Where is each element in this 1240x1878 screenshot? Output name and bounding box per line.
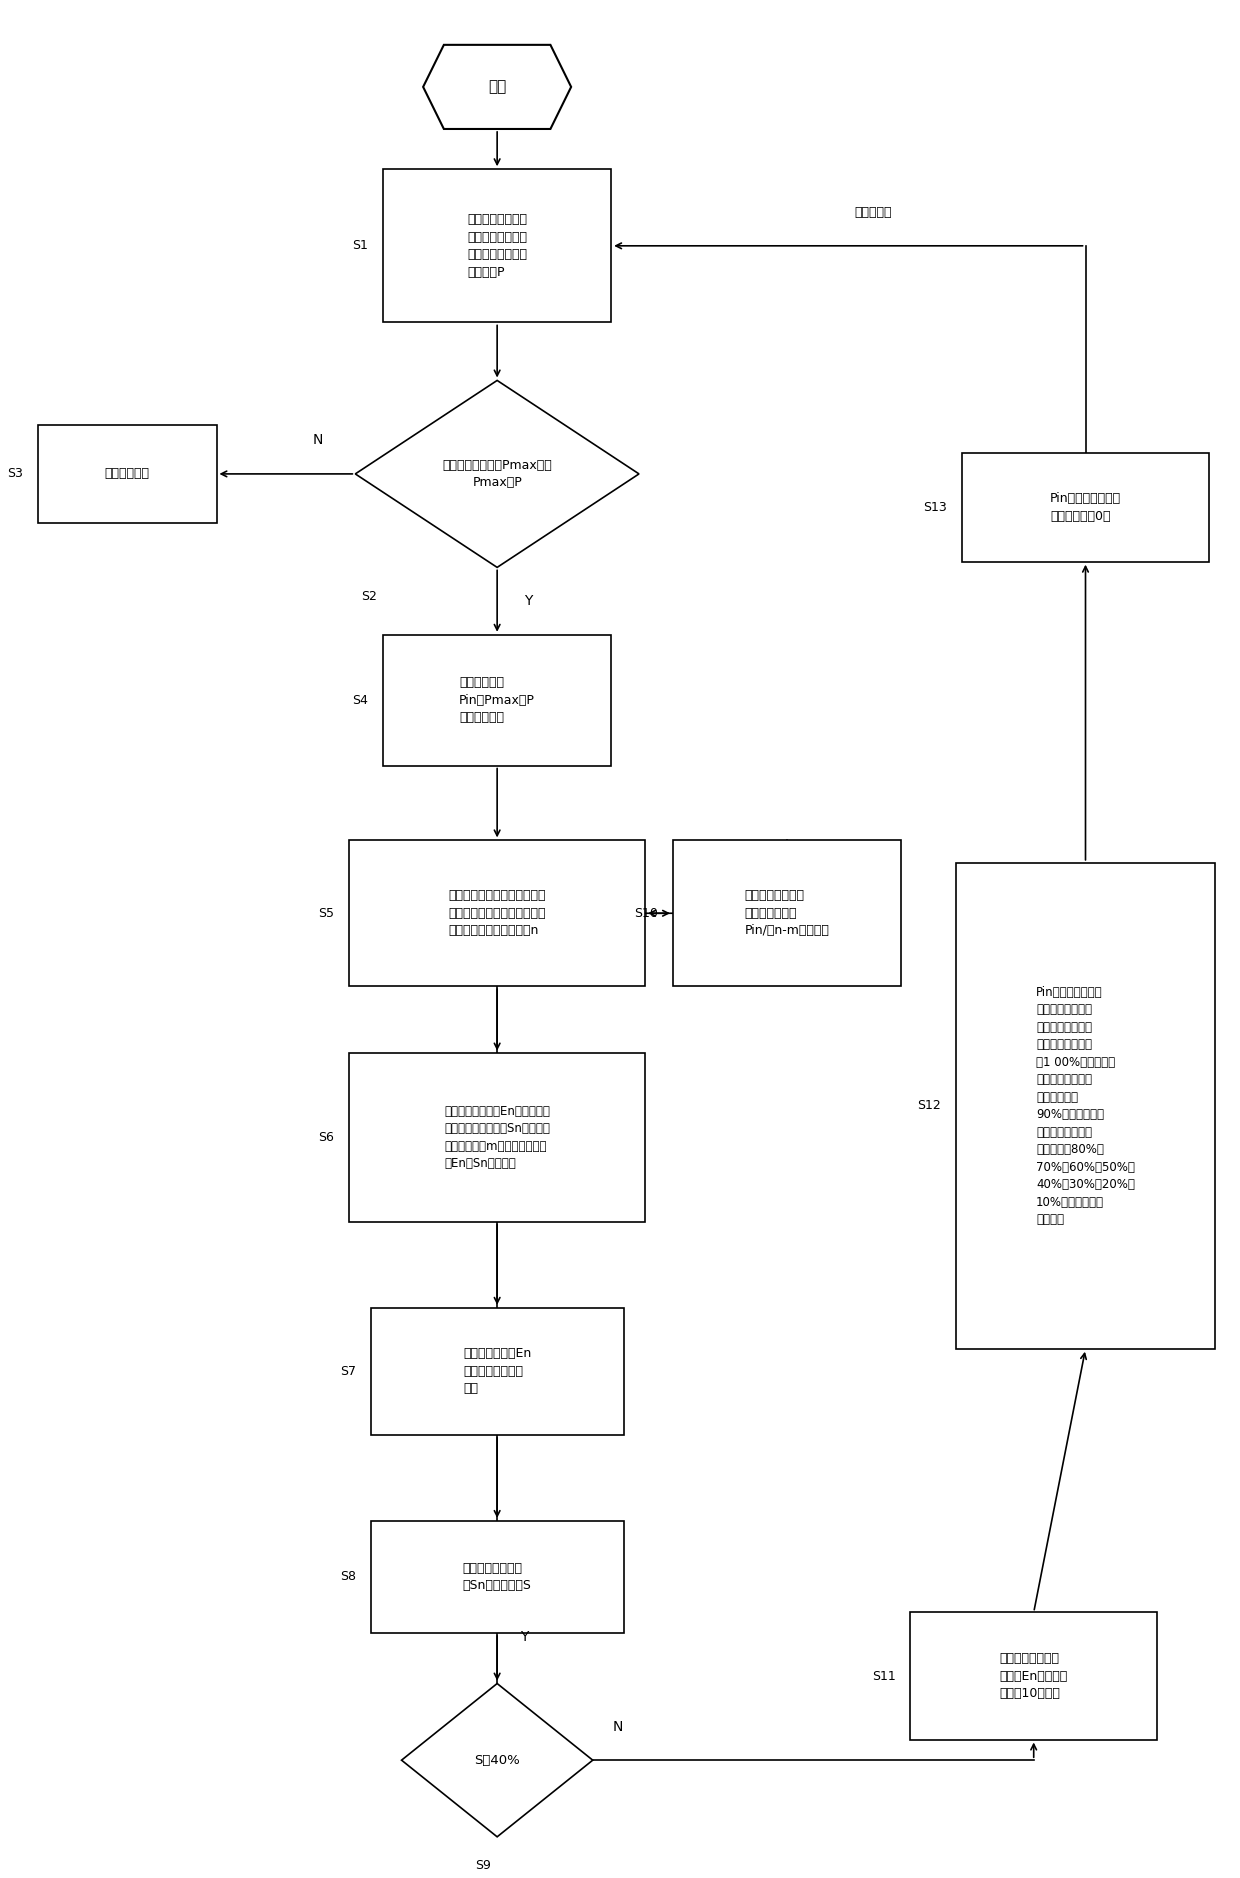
Text: S7: S7 (340, 1365, 356, 1378)
Bar (383, 169, 611, 323)
Bar (371, 1521, 624, 1634)
Bar (350, 1054, 645, 1223)
Text: N: N (613, 1720, 622, 1733)
Text: N: N (314, 434, 324, 447)
Bar (962, 453, 1209, 562)
Text: 进入放电模式: 进入放电模式 (104, 468, 150, 481)
Text: S4: S4 (352, 693, 368, 706)
Text: 与负荷最大许可值Pmax比较
Pmax＞P: 与负荷最大许可值Pmax比较 Pmax＞P (443, 458, 552, 488)
Polygon shape (423, 45, 572, 130)
Bar (371, 1307, 624, 1435)
Text: Pin按照以下顺序分
配：优先给最大档
次的充电桩分配直
流充电机额定功率
的1 00%、第二档次
的充电桩分配直流
充电机功率的
90%、其余档次以
此类推分: Pin按照以下顺序分 配：优先给最大档 次的充电桩分配直 流充电机额定功率 的1… (1037, 986, 1135, 1226)
Text: 对待充电量比例队
列Sn求取平均值S: 对待充电量比例队 列Sn求取平均值S (463, 1562, 532, 1593)
Text: 接收各充电桩上报充电车辆的
满电量和需要的待充电量，已
经连接车辆的充电桩数量n: 接收各充电桩上报充电车辆的 满电量和需要的待充电量，已 经连接车辆的充电桩数量n (449, 890, 546, 937)
Text: S11: S11 (872, 1670, 895, 1683)
Text: S1: S1 (352, 239, 368, 252)
Text: S13: S13 (924, 501, 947, 515)
Text: S3: S3 (7, 468, 22, 481)
Text: Y: Y (520, 1630, 528, 1643)
Text: S5: S5 (319, 907, 335, 920)
Text: 对待充电量队列En
进行按照从大到小
排序: 对待充电量队列En 进行按照从大到小 排序 (463, 1347, 531, 1395)
Polygon shape (356, 381, 639, 567)
Bar (350, 839, 645, 986)
Text: 开始: 开始 (489, 79, 506, 94)
Text: Y: Y (523, 593, 532, 608)
Text: S10: S10 (634, 907, 658, 920)
Text: 将排序后的待充电
量队列En由大到小
划分为10个档次: 将排序后的待充电 量队列En由大到小 划分为10个档次 (999, 1653, 1068, 1700)
Bar (673, 839, 901, 986)
Polygon shape (402, 1683, 593, 1837)
Bar (37, 424, 217, 522)
Text: Pin按照十个档次顺
序分配直至为0值: Pin按照十个档次顺 序分配直至为0值 (1050, 492, 1121, 522)
Text: 系统主控制器收到
小区用户负荷控制
终端发来的实时负
荷功率值P: 系统主控制器收到 小区用户负荷控制 终端发来的实时负 荷功率值P (467, 212, 527, 278)
Text: S8: S8 (340, 1570, 356, 1583)
Text: S12: S12 (918, 1099, 941, 1112)
Text: 给每个需要分配功
率的充电桩分配
Pin/（n-m）功率值: 给每个需要分配功 率的充电桩分配 Pin/（n-m）功率值 (744, 890, 830, 937)
Text: S＞40%: S＞40% (474, 1754, 520, 1767)
Text: 剩余可用功率
Pin＝Pmax－P
进入充电模式: 剩余可用功率 Pin＝Pmax－P 进入充电模式 (459, 676, 536, 725)
Text: S2: S2 (362, 590, 377, 603)
Bar (910, 1613, 1157, 1739)
Text: S9: S9 (475, 1859, 491, 1872)
Bar (956, 862, 1215, 1348)
Bar (383, 635, 611, 766)
Text: 周期性跳转: 周期性跳转 (854, 207, 892, 218)
Text: S6: S6 (319, 1131, 335, 1144)
Text: 生成待充电量队列En和待充电量
与满电量的比例队列Sn，获取满
电车辆数量值m，剖除满电车辆
在En和Sn中的信息: 生成待充电量队列En和待充电量 与满电量的比例队列Sn，获取满 电车辆数量值m，… (444, 1104, 551, 1170)
